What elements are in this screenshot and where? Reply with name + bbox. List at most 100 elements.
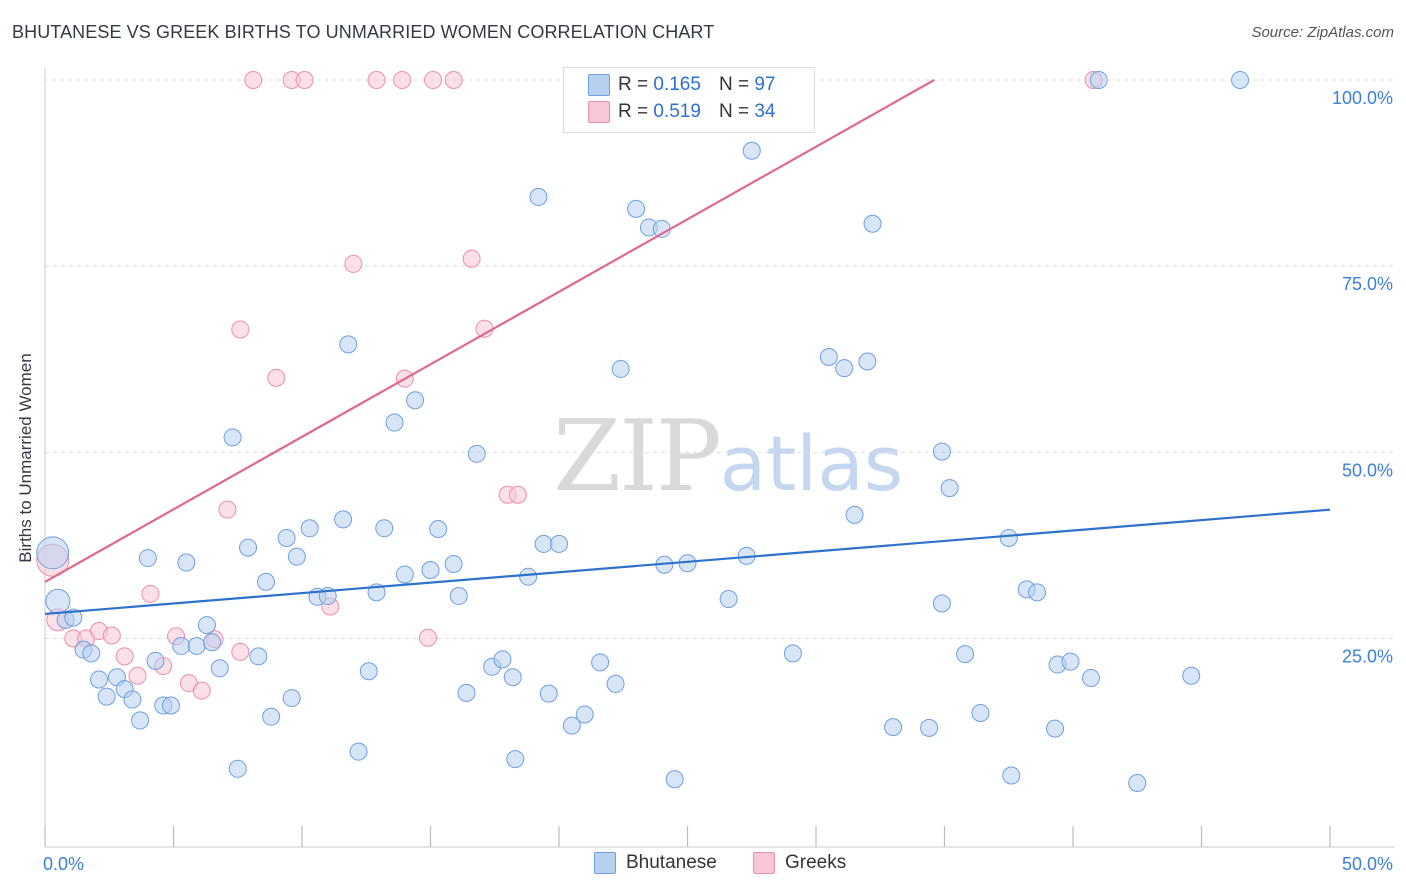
greeks-point: [444, 71, 463, 89]
legend-n-label: N =: [718, 74, 750, 96]
bhutanese-point: [956, 645, 975, 664]
greeks-point: [508, 485, 527, 504]
bhutanese-point: [239, 538, 258, 557]
series-legend-greeks[interactable]: Greeks: [753, 852, 846, 878]
bhutanese-point: [385, 413, 404, 432]
bhutanese-point: [940, 479, 959, 498]
bhutanese-point: [627, 199, 646, 218]
correlation-legend: R = 0.165 N = 97 R = 0.519 N = 34: [563, 67, 815, 133]
bhutanese-point: [262, 707, 281, 726]
greeks-point: [418, 628, 437, 647]
bhutanese-point: [1182, 666, 1201, 685]
bhutanese-point: [506, 750, 525, 769]
legend-r-label: R =: [618, 101, 649, 123]
bhutanese-point: [1089, 71, 1108, 89]
bhutanese-point: [971, 703, 990, 722]
bhutanese-point: [64, 608, 83, 627]
legend-r-label: R =: [618, 74, 649, 96]
series-label-greeks: Greeks: [785, 852, 847, 874]
bhutanese-point: [845, 505, 864, 524]
bhutanese-point: [1061, 652, 1080, 671]
bhutanese-point: [884, 718, 903, 737]
bhutanese-point: [467, 444, 486, 463]
bhutanese-point: [719, 590, 738, 609]
bhutanese-point: [131, 711, 150, 730]
bhutanese-point: [1081, 668, 1100, 687]
series-label-bhutanese: Bhutanese: [626, 852, 717, 874]
greeks-point: [192, 681, 211, 700]
bhutanese-point: [300, 519, 319, 538]
legend-n-value-greeks: 34: [754, 101, 776, 123]
bhutanese-point: [611, 359, 630, 378]
bhutanese-point: [920, 718, 939, 737]
bhutanese-point: [539, 684, 558, 703]
greeks-point: [115, 647, 134, 666]
bhutanese-point: [429, 520, 448, 539]
bhutanese-point: [406, 391, 425, 410]
bhutanese-point: [161, 696, 180, 715]
bhutanese-point: [172, 636, 191, 655]
bhutanese-point: [257, 572, 276, 591]
bhutanese-point: [223, 428, 242, 447]
bhutanese-point: [534, 534, 553, 553]
greeks-point: [128, 666, 147, 685]
bhutanese-point: [82, 644, 101, 663]
bhutanese-point: [1028, 583, 1047, 602]
x-tick-label: 0.0%: [43, 854, 84, 874]
bhutanese-point: [519, 567, 538, 586]
greeks-point: [424, 71, 443, 89]
greeks-point: [344, 254, 363, 273]
bhutanese-point: [783, 644, 802, 663]
legend-row-greeks: R = 0.519 N = 34: [588, 101, 775, 127]
greeks-point: [295, 71, 314, 89]
zipatlas-watermark: ZIPatlas: [553, 400, 903, 514]
bhutanese-point: [146, 651, 165, 670]
greeks-point: [218, 500, 237, 519]
legend-swatch-bhutanese: [588, 74, 610, 96]
bhutanese-point: [1002, 766, 1021, 785]
bhutanese-point: [1231, 71, 1250, 89]
bhutanese-trend-line: [44, 508, 1331, 616]
bhutanese-point: [932, 594, 951, 613]
legend-swatch-greeks: [588, 101, 610, 123]
greeks-point: [141, 584, 160, 603]
watermark-zip: ZIP: [553, 400, 722, 514]
bhutanese-point: [249, 647, 268, 666]
bhutanese-point: [575, 705, 594, 724]
bhutanese-point: [1128, 773, 1147, 792]
x-tick-label: 50.0%: [1342, 854, 1393, 874]
bhutanese-point: [457, 683, 476, 702]
bhutanese-point: [449, 587, 468, 606]
greeks-point: [267, 368, 286, 387]
legend-row-bhutanese: R = 0.165 N = 97: [588, 74, 775, 100]
bhutanese-point: [835, 359, 854, 378]
legend-n-value-bhutanese: 97: [754, 74, 776, 96]
bhutanese-point: [375, 519, 394, 538]
series-swatch-greeks: [753, 852, 775, 874]
bhutanese-point: [665, 770, 684, 789]
bhutanese-point: [187, 636, 206, 655]
bhutanese-point: [36, 536, 70, 570]
bhutanese-point: [503, 668, 522, 687]
greeks-trend-line: [44, 79, 935, 583]
bhutanese-point: [197, 616, 216, 635]
bhutanese-point: [550, 534, 568, 553]
series-legend-bhutanese[interactable]: Bhutanese: [594, 852, 717, 878]
bhutanese-point: [1046, 719, 1065, 738]
bhutanese-point: [287, 547, 306, 566]
chart-title: BHUTANESE VS GREEK BIRTHS TO UNMARRIED W…: [12, 22, 715, 42]
greeks-point: [393, 71, 412, 89]
bhutanese-point: [493, 650, 512, 669]
bhutanese-point: [819, 348, 838, 367]
greeks-point: [231, 320, 250, 339]
greeks-point: [102, 626, 121, 645]
bhutanese-point: [359, 662, 378, 681]
bhutanese-point: [606, 674, 625, 693]
bhutanese-point: [421, 560, 440, 579]
bhutanese-point: [339, 335, 358, 354]
bhutanese-point: [228, 759, 247, 778]
y-tick-label: 75.0%: [1342, 274, 1393, 294]
y-tick-label: 100.0%: [1332, 88, 1393, 108]
bhutanese-point: [210, 659, 229, 678]
